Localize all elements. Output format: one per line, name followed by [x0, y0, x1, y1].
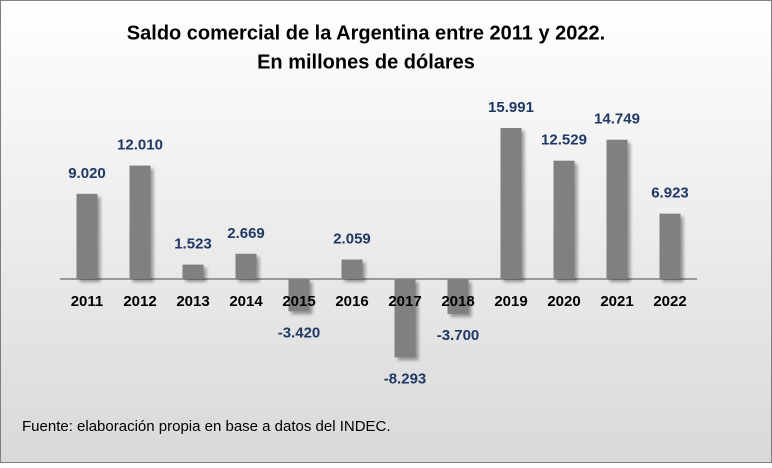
bar: [288, 279, 310, 312]
x-tick-label: 2011: [71, 293, 104, 310]
value-label: -3.420: [278, 324, 321, 341]
value-label: 2.059: [333, 231, 371, 248]
bar: [341, 259, 363, 279]
x-tick-label: 2013: [176, 293, 209, 310]
value-label: 6.923: [651, 185, 689, 202]
bar: [394, 279, 416, 358]
chart-title: Saldo comercial de la Argentina entre 20…: [127, 22, 605, 44]
bar: [553, 160, 575, 279]
bar: [76, 193, 98, 279]
x-tick-label: 2018: [441, 293, 474, 310]
x-tick-label: 2016: [335, 293, 368, 310]
bar: [235, 253, 257, 279]
value-label: 2.669: [227, 225, 265, 242]
value-label: -3.700: [437, 327, 480, 344]
value-label: 1.523: [174, 236, 212, 253]
value-label: 12.010: [117, 137, 163, 154]
value-label: 15.991: [488, 99, 534, 116]
x-tick-label: 2020: [547, 293, 580, 310]
x-tick-label: 2015: [282, 293, 315, 310]
x-tick-label: 2021: [600, 293, 633, 310]
chart-subtitle: En millones de dólares: [257, 51, 475, 73]
bar: [659, 213, 681, 279]
value-label: -8.293: [384, 370, 427, 387]
value-label: 12.529: [541, 132, 587, 149]
value-label: 14.749: [594, 111, 640, 128]
source-note: Fuente: elaboración propia en base a dat…: [22, 418, 391, 435]
bar: [182, 264, 204, 279]
x-tick-label: 2014: [229, 293, 263, 310]
bar: [447, 279, 469, 314]
x-tick-label: 2017: [388, 293, 421, 310]
bar: [606, 139, 628, 279]
bar: [500, 128, 522, 279]
x-tick-label: 2022: [653, 293, 686, 310]
bar: [129, 165, 151, 279]
x-tick-label: 2019: [494, 293, 527, 310]
x-tick-label: 2012: [123, 293, 156, 310]
value-label: 9.020: [68, 165, 106, 182]
